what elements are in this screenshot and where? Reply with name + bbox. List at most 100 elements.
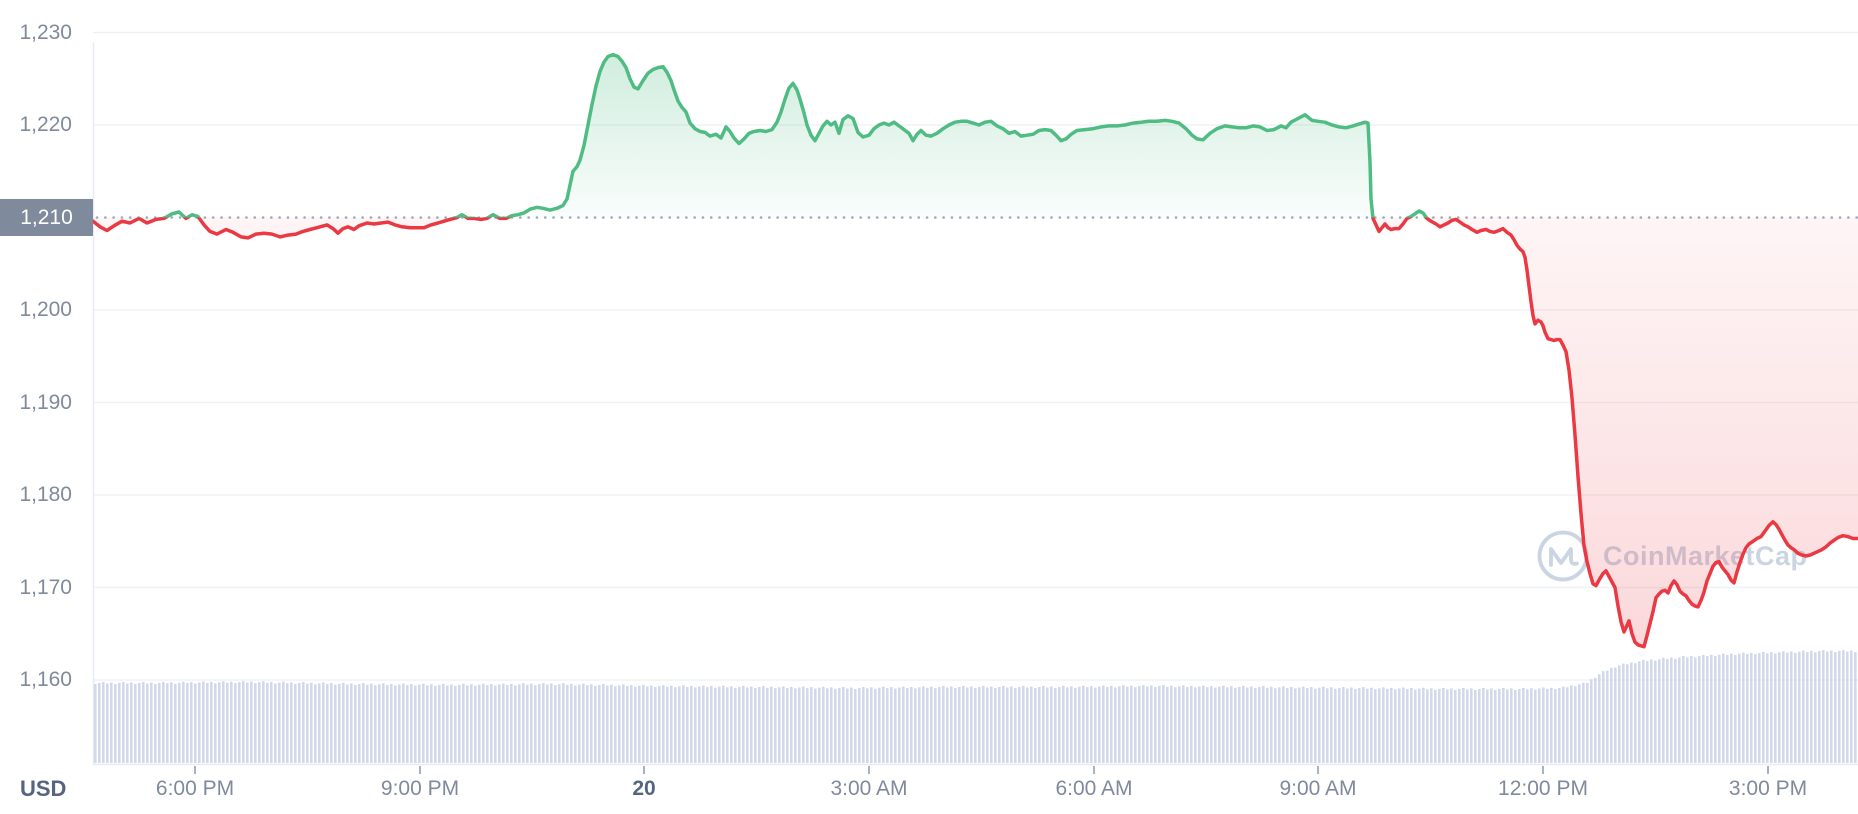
volume-bar	[458, 684, 461, 763]
volume-bar	[1014, 688, 1017, 763]
volume-bar	[874, 688, 877, 763]
volume-bar	[1494, 690, 1497, 763]
volume-bar	[1146, 686, 1149, 763]
volume-bar	[606, 685, 609, 763]
volume-bar	[1006, 687, 1009, 763]
volume-bar	[1114, 687, 1117, 763]
volume-bar	[1502, 688, 1505, 763]
volume-bar	[1138, 686, 1141, 763]
volume-bar	[218, 682, 221, 763]
volume-bar	[1102, 685, 1105, 763]
volume-bar	[722, 685, 725, 763]
volume-bar	[1694, 657, 1697, 763]
volume-bar	[306, 683, 309, 763]
volume-bar	[1366, 688, 1369, 763]
volume-bar	[1518, 689, 1521, 763]
x-axis-label: 9:00 AM	[1279, 777, 1357, 800]
volume-bar	[1850, 650, 1853, 763]
volume-bar	[562, 683, 565, 763]
volume-bar	[558, 684, 561, 763]
volume-bar	[1026, 687, 1029, 763]
volume-bar	[822, 686, 825, 763]
volume-bar	[110, 682, 113, 763]
volume-bar	[486, 685, 489, 763]
volume-bar	[246, 682, 249, 763]
y-axis-label: 1,230	[19, 20, 72, 44]
volume-bar	[1234, 687, 1237, 763]
volume-bar	[1226, 687, 1229, 763]
volume-bar	[1034, 688, 1037, 763]
volume-bar	[670, 685, 673, 763]
volume-bar	[434, 685, 437, 763]
volume-bar	[638, 685, 641, 763]
y-axis-label: 1,160	[19, 668, 72, 691]
volume-bar	[1398, 688, 1401, 763]
volume-bar	[1462, 688, 1465, 763]
volume-bar	[1394, 689, 1397, 763]
volume-bar	[470, 684, 473, 763]
volume-bar	[1606, 670, 1609, 763]
volume-bar	[766, 687, 769, 763]
volume-bar	[206, 682, 209, 763]
volume-bar	[1854, 652, 1857, 763]
volume-bar	[918, 687, 921, 763]
volume-bar	[878, 687, 881, 763]
volume-bar	[730, 686, 733, 763]
volume-bar	[1302, 686, 1305, 763]
x-tick-marks	[194, 766, 1769, 774]
volume-bar	[906, 687, 909, 763]
x-axis-label: 3:00 AM	[830, 777, 908, 800]
volume-bar	[370, 683, 373, 763]
volume-bar	[1806, 652, 1809, 763]
volume-bar	[1666, 658, 1669, 763]
volume-bar	[122, 682, 125, 763]
volume-bar	[1450, 688, 1453, 763]
volume-bar	[1098, 686, 1101, 763]
volume-bar	[1726, 654, 1729, 763]
volume-bar	[714, 687, 717, 763]
volume-bar	[1814, 652, 1817, 763]
volume-bar	[322, 682, 325, 763]
volume-bar	[478, 684, 481, 763]
volume-bar	[326, 684, 329, 763]
currency-label: USD	[20, 776, 67, 801]
volume-bar	[510, 683, 513, 763]
volume-bar	[134, 684, 137, 763]
volume-bar	[1186, 686, 1189, 763]
volume-bar	[1574, 686, 1577, 763]
volume-bar	[934, 688, 937, 763]
volume-bar	[1246, 687, 1249, 763]
volume-bar	[1514, 690, 1517, 763]
volume-bar	[990, 686, 993, 763]
volume-bar	[586, 685, 589, 763]
volume-bar	[1638, 661, 1641, 763]
volume-bar	[1350, 687, 1353, 763]
volume-bar	[1834, 652, 1837, 763]
volume-bar	[742, 685, 745, 763]
volume-bar	[1610, 667, 1613, 763]
volume-bar	[1690, 656, 1693, 763]
volume-bar	[650, 685, 653, 763]
volume-bar	[398, 684, 401, 763]
volume-bar	[106, 683, 109, 763]
volume-bar	[902, 686, 905, 763]
volume-bar	[1642, 659, 1645, 763]
volume-bars-layer	[94, 650, 1857, 764]
volume-bar	[706, 687, 709, 763]
volume-bar	[490, 684, 493, 763]
volume-bar	[982, 686, 985, 763]
volume-bar	[1730, 653, 1733, 763]
volume-bar	[694, 687, 697, 763]
volume-bar	[798, 687, 801, 763]
volume-bar	[534, 685, 537, 763]
volume-bar	[846, 688, 849, 763]
area-fill-red	[93, 217, 1858, 647]
volume-bar	[1194, 687, 1197, 763]
volume-bar	[1554, 689, 1557, 763]
volume-bar	[1674, 658, 1677, 763]
volume-bar	[462, 683, 465, 763]
volume-bar	[790, 686, 793, 763]
volume-bar	[1442, 687, 1445, 763]
volume-bar	[242, 681, 245, 763]
